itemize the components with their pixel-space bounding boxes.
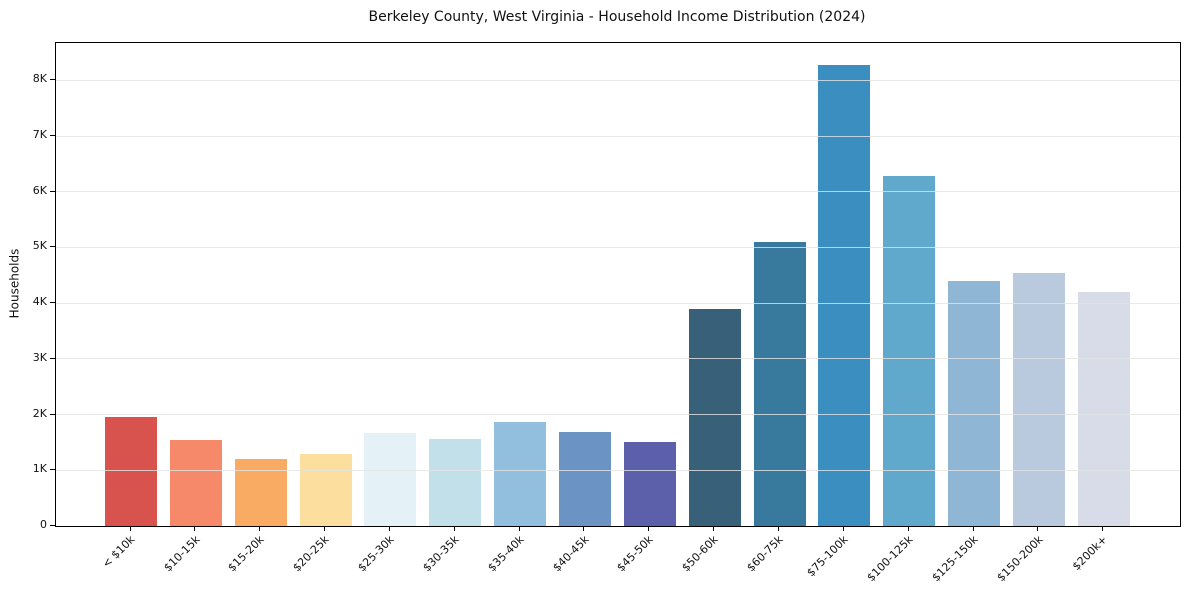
x-tick-mark bbox=[713, 526, 715, 531]
bar bbox=[948, 280, 1001, 526]
y-tick-label: 2K bbox=[32, 406, 47, 420]
bar bbox=[883, 175, 936, 526]
bar bbox=[105, 417, 157, 526]
x-tick-label: $15-20k bbox=[225, 533, 267, 575]
x-tick-mark bbox=[194, 526, 196, 531]
x-tick-mark bbox=[259, 526, 261, 531]
x-tick-mark bbox=[453, 526, 455, 531]
x-tick-label: $40-45k bbox=[549, 533, 592, 575]
y-tick-label: 4K bbox=[32, 295, 47, 309]
y-tick-label: 0 bbox=[40, 518, 47, 531]
bar bbox=[169, 439, 222, 526]
x-tick-label: $20-25k bbox=[290, 533, 332, 575]
y-tick-label: 8K bbox=[32, 72, 47, 86]
x-tick-mark bbox=[842, 526, 844, 531]
y-tick-mark bbox=[50, 79, 55, 81]
plot-area bbox=[55, 42, 1181, 527]
bar bbox=[1012, 272, 1065, 526]
x-tick-mark bbox=[648, 526, 650, 531]
x-tick-label: $25-30k bbox=[355, 533, 397, 575]
bar bbox=[299, 454, 352, 526]
bar bbox=[429, 439, 482, 526]
chart-title: Berkeley County, West Virginia - Househo… bbox=[368, 9, 866, 25]
x-tick-mark bbox=[907, 526, 909, 531]
x-tick-label: $35-40k bbox=[485, 533, 527, 575]
bar bbox=[558, 431, 611, 526]
bar bbox=[688, 309, 741, 526]
y-tick-mark bbox=[50, 469, 55, 471]
gridline bbox=[56, 79, 1180, 81]
x-tick-label: $75-100k bbox=[804, 533, 851, 580]
x-tick-label: $200k+ bbox=[1069, 533, 1110, 574]
x-tick-label: $50-60k bbox=[679, 533, 721, 575]
gridline bbox=[56, 358, 1180, 360]
gridline bbox=[56, 302, 1180, 304]
y-tick-label: 3K bbox=[32, 350, 47, 364]
gridline bbox=[56, 469, 1180, 471]
y-tick-mark bbox=[50, 357, 55, 359]
y-tick-label: 7K bbox=[32, 128, 47, 142]
x-tick-mark bbox=[583, 526, 585, 531]
x-tick-label: $10-15k bbox=[160, 533, 203, 575]
y-tick-mark bbox=[50, 190, 55, 192]
x-tick-label: $150-200k bbox=[993, 533, 1046, 585]
bar bbox=[753, 242, 806, 526]
y-tick-mark bbox=[50, 525, 55, 526]
x-tick-mark bbox=[1037, 526, 1039, 531]
bar bbox=[364, 432, 417, 526]
gridline bbox=[56, 414, 1180, 416]
x-tick-label: $45-50k bbox=[614, 533, 657, 575]
x-tick-mark bbox=[1102, 526, 1104, 531]
gridline bbox=[56, 246, 1180, 248]
y-tick-mark bbox=[50, 246, 55, 248]
x-tick-label: $30-35k bbox=[420, 533, 462, 575]
x-tick-label: < $10k bbox=[99, 533, 138, 571]
gridline bbox=[56, 135, 1180, 137]
x-tick-label: $100-125k bbox=[864, 533, 916, 585]
x-tick-label: $60-75k bbox=[744, 533, 786, 575]
x-tick-mark bbox=[324, 526, 326, 531]
x-tick-mark bbox=[518, 526, 520, 531]
y-tick-label: 5K bbox=[32, 239, 47, 253]
bar bbox=[623, 442, 676, 526]
gridline bbox=[56, 191, 1180, 193]
x-tick-mark bbox=[778, 526, 779, 531]
y-tick-label: 6K bbox=[32, 183, 47, 197]
y-tick-mark bbox=[50, 135, 55, 137]
x-tick-mark bbox=[129, 526, 131, 531]
bar bbox=[818, 64, 871, 526]
x-tick-mark bbox=[972, 526, 974, 531]
y-tick-mark bbox=[50, 302, 55, 304]
y-tick-mark bbox=[50, 413, 55, 415]
bar bbox=[1077, 292, 1130, 526]
x-tick-label: $125-150k bbox=[929, 533, 981, 585]
bar bbox=[494, 421, 547, 526]
y-tick-label: 1K bbox=[32, 462, 47, 476]
x-tick-mark bbox=[388, 526, 390, 531]
